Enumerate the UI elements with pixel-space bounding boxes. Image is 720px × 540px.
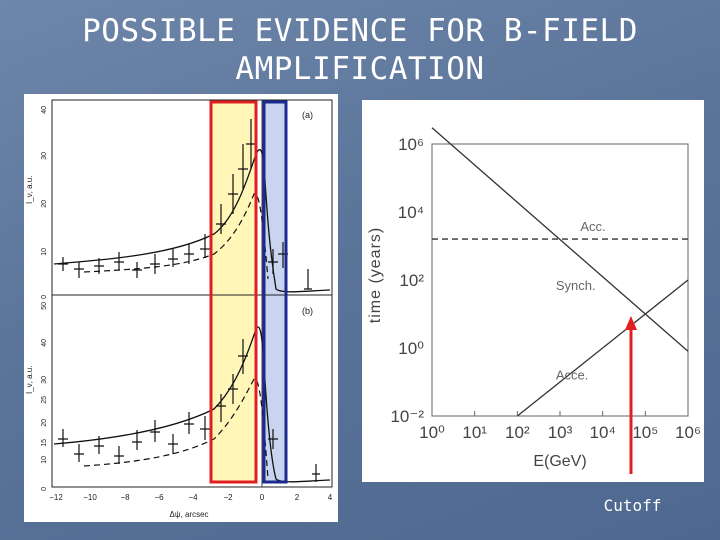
y-tick-label: 10⁶ — [398, 135, 424, 154]
cutoff-label: Cutoff — [603, 496, 662, 515]
x-tick-label: 10¹ — [462, 423, 487, 442]
x-axis-label: E(GeV) — [533, 453, 586, 470]
y-tick-label: 10² — [399, 271, 424, 290]
series-label: Acc. — [580, 219, 605, 234]
bottom-ytick: 15 — [41, 439, 48, 447]
series-line-acce — [516, 279, 689, 417]
xtick: −8 — [120, 493, 130, 502]
slide-title-line1: POSSIBLE EVIDENCE FOR B-FIELD — [82, 13, 638, 49]
xtick: −10 — [83, 493, 97, 502]
top-ytick: 40 — [41, 106, 48, 114]
bottom-ytick: 30 — [41, 376, 48, 384]
y-axis-label: time (years) — [367, 227, 384, 323]
xtick: −2 — [223, 493, 233, 502]
bottom-ytick: 10 — [41, 456, 48, 464]
bottom-data-points — [58, 339, 320, 482]
x-tick-label: 10³ — [548, 423, 573, 442]
xtick: 4 — [328, 493, 333, 502]
y-tick-label: 10⁰ — [398, 339, 424, 358]
y-tick-label: 10⁴ — [398, 203, 424, 222]
top-model-curve — [53, 149, 331, 293]
x-tick-label: 10² — [505, 423, 530, 442]
bottom-ytick: 20 — [41, 419, 48, 427]
xtick: 0 — [260, 493, 265, 502]
left-xlabel: Δψ, arcsec — [169, 510, 208, 519]
bottom-ytick: 25 — [41, 396, 48, 404]
top-ytick: 10 — [41, 248, 48, 256]
highlight-yellow-band — [211, 102, 256, 482]
xtick: −12 — [49, 493, 63, 502]
bottom-ylabel: I_ν, a.u. — [25, 366, 34, 394]
highlight-red-box — [209, 100, 258, 484]
bottom-model-curve — [53, 326, 331, 483]
bottom-ytick: 40 — [41, 339, 48, 347]
top-ytick: 0 — [41, 295, 48, 299]
x-tick-label: 10⁵ — [632, 423, 658, 442]
cutoff-arrow-head-icon — [625, 316, 637, 330]
series-label: Acce. — [556, 367, 589, 382]
xtick: −4 — [188, 493, 198, 502]
x-tick-label: 10⁶ — [675, 423, 701, 442]
left-figure: (a) (b) I_ν, a.u. I_ν, a.u. 0 10 20 30 4… — [24, 94, 338, 522]
panel-b-label: (b) — [302, 306, 313, 316]
highlight-blue-band — [264, 102, 286, 482]
xtick: −6 — [154, 493, 164, 502]
x-tick-label: 10⁰ — [419, 423, 445, 442]
top-ytick: 30 — [41, 152, 48, 160]
slide-title-line2: AMPLIFICATION — [235, 51, 485, 87]
x-tick-label: 10⁴ — [590, 423, 616, 442]
bottom-ytick: 50 — [41, 302, 48, 310]
bottom-plot-frame — [51, 294, 333, 488]
top-dashed-curve — [83, 193, 269, 280]
bottom-ytick: 0 — [41, 487, 48, 491]
slide-title: POSSIBLE EVIDENCE FOR B-FIELD AMPLIFICAT… — [0, 12, 720, 88]
left-figure-svg: (a) (b) I_ν, a.u. I_ν, a.u. 0 10 20 30 4… — [25, 99, 333, 519]
top-ytick: 20 — [41, 200, 48, 208]
highlight-blue-box — [262, 100, 288, 484]
top-ylabel: I_ν, a.u. — [25, 176, 34, 204]
series-label: Synch. — [556, 278, 596, 293]
xtick: 2 — [295, 493, 300, 502]
panel-a-label: (a) — [302, 110, 313, 120]
right-chart: Acc. Synch. Acce. 10⁻² 10⁰ 10² 10⁴ 10⁶ 10⁰ 10¹ 1… — [362, 100, 704, 482]
top-data-points — [58, 119, 312, 290]
y-tick-label: 10⁻² — [390, 407, 424, 426]
